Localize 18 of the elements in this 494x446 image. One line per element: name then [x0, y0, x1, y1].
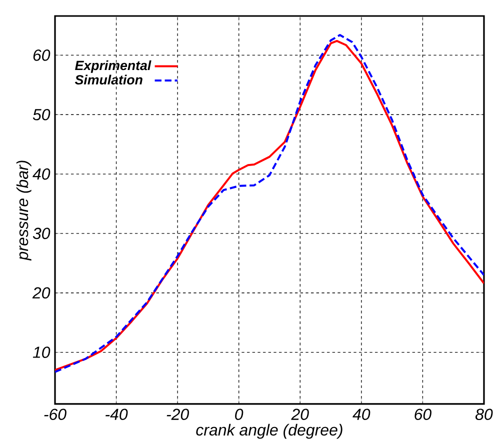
legend-label: Simulation [74, 74, 142, 85]
x-axis-title: crank angle (degree) [196, 424, 342, 439]
x-tick-label: 60 [414, 408, 432, 420]
x-tick-label: -40 [106, 408, 128, 420]
y-tick-label: 10 [32, 346, 50, 358]
x-tick-label: -20 [166, 408, 189, 420]
y-tick-label: 20 [32, 287, 50, 299]
legend-label: Exprimental [75, 60, 152, 73]
x-tick-label: 0 [235, 408, 244, 420]
y-tick-label: 30 [32, 228, 50, 240]
x-tick-label: -60 [44, 408, 66, 420]
x-tick-label: 40 [352, 408, 370, 420]
x-tick-label: 80 [476, 408, 493, 420]
y-axis-title: pressure (bar) [16, 160, 32, 261]
y-tick-label: 50 [32, 108, 50, 120]
y-tick-label: 60 [33, 50, 50, 61]
y-tick-label: 40 [32, 168, 50, 180]
x-tick-label: 20 [291, 408, 309, 420]
